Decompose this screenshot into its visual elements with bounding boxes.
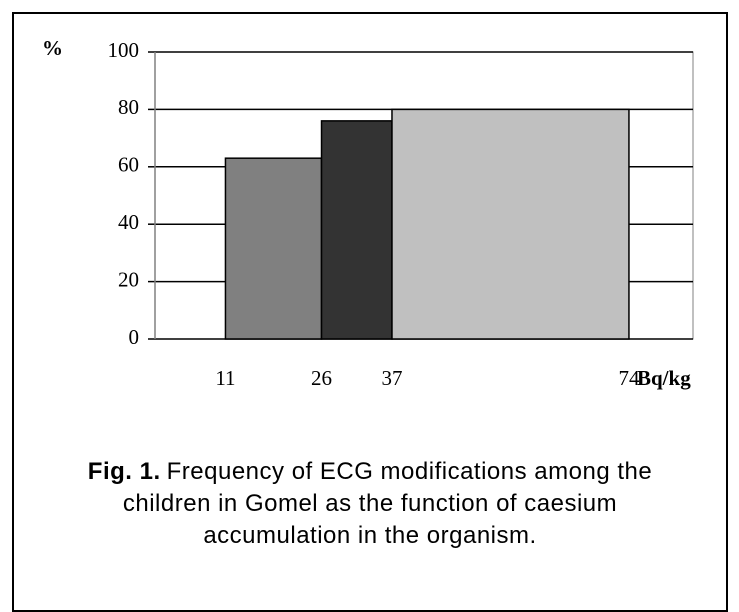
y-tick-label: 40 (118, 210, 139, 234)
x-tick-label: 11 (215, 366, 235, 390)
caption-text: Frequency of ECG modifications among the… (122, 458, 653, 549)
bar (224, 157, 323, 340)
y-axis-label: % (42, 36, 63, 60)
y-tick-label: 60 (118, 153, 139, 177)
x-tick-label: 74 (618, 366, 640, 390)
caption-prefix: Fig. 1. (87, 458, 161, 485)
bar (320, 120, 393, 340)
y-tick-label: 20 (118, 267, 139, 291)
y-tick-label: 100 (108, 38, 140, 62)
y-tick-label: 80 (118, 95, 139, 119)
x-tick-label: 26 (311, 366, 332, 390)
y-tick-label: 0 (129, 325, 140, 349)
caption: Fig. 1. Frequency of ECG modifications am… (60, 456, 680, 552)
x-tick-label: 37 (381, 366, 402, 390)
x-axis-label: Bq/kg (637, 366, 691, 390)
bar (391, 108, 630, 340)
